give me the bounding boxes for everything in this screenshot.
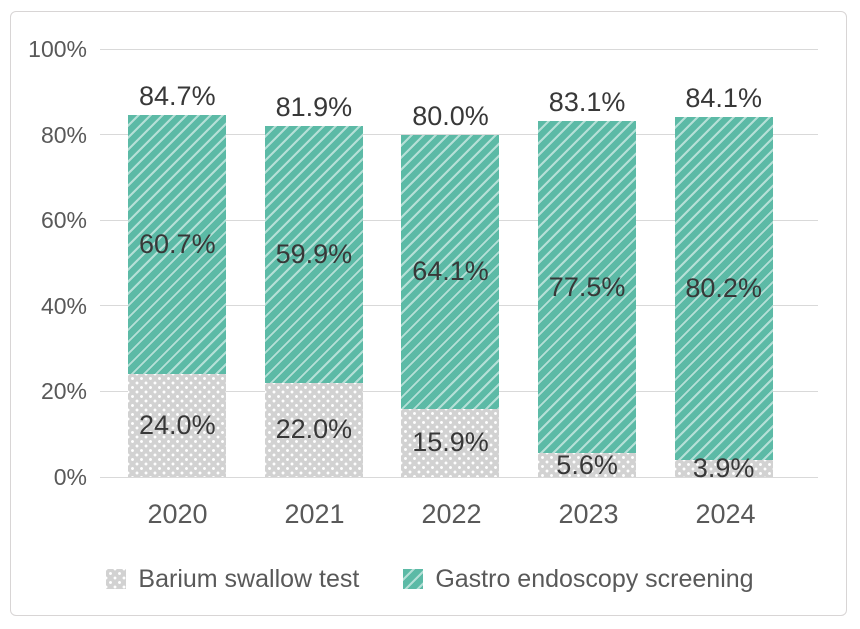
segment-label: 5.6% xyxy=(556,449,618,480)
legend-item-gastro-endoscopy-screening: Gastro endoscopy screening xyxy=(403,565,754,593)
segment-label: 64.1% xyxy=(412,256,489,287)
legend-label: Gastro endoscopy screening xyxy=(435,565,754,593)
bar-segment-gastro-endoscopy-screening: 77.5% xyxy=(538,121,637,454)
y-axis-tick-label: 100% xyxy=(28,36,87,62)
x-axis-label-2024: 2024 xyxy=(695,499,756,529)
total-label: 84.7% xyxy=(139,80,216,111)
x-axis-label-2022: 2022 xyxy=(421,499,482,529)
legend-swatch-gastro-endoscopy-screening xyxy=(403,569,424,589)
segment-label: 77.5% xyxy=(548,271,626,302)
total-label: 83.1% xyxy=(548,87,626,118)
bar-2023: 83.1% 77.5% 5.6% xyxy=(538,49,637,480)
bar-segment-gastro-endoscopy-screening: 60.7% xyxy=(128,114,227,375)
bar-segment-gastro-endoscopy-screening: 59.9% xyxy=(264,126,363,383)
x-axis-label-2021: 2021 xyxy=(284,499,345,529)
bar-2022: 80.0% 64.1% 15.9% xyxy=(401,49,500,477)
segment-label: 15.9% xyxy=(412,427,489,458)
x-axis: 2020 2021 2022 2023 2024 xyxy=(109,498,792,530)
bar-2020: 84.7% 60.7% 24.0% xyxy=(128,49,227,477)
total-label: 81.9% xyxy=(275,92,353,123)
segment-label: 24.0% xyxy=(139,410,216,441)
x-axis-label-2020: 2020 xyxy=(147,499,208,529)
y-axis-tick-label: 40% xyxy=(40,292,87,319)
total-label: 84.1% xyxy=(685,83,762,114)
bar-segment-barium-swallow-test: 5.6% xyxy=(538,449,637,480)
segment-label: 22.0% xyxy=(275,414,353,445)
bar-2024: 84.1% 80.2% 3.9% xyxy=(674,49,773,482)
legend: Barium swallow test Gastro endoscopy scre… xyxy=(0,565,860,593)
segment-label: 80.2% xyxy=(685,273,762,304)
segment-label: 3.9% xyxy=(692,453,755,484)
gridline xyxy=(100,134,818,136)
bar-segment-barium-swallow-test: 15.9% xyxy=(401,408,500,477)
x-axis-label-2023: 2023 xyxy=(558,499,619,529)
y-axis-tick-label: 80% xyxy=(40,121,87,148)
bar-segment-barium-swallow-test: 22.0% xyxy=(264,382,363,477)
segment-label: 59.9% xyxy=(275,239,353,270)
legend-label: Barium swallow test xyxy=(138,565,360,593)
legend-swatch-barium-swallow-test xyxy=(106,569,127,589)
total-label: 80.0% xyxy=(412,100,489,131)
bar-segment-barium-swallow-test: 3.9% xyxy=(674,455,773,482)
bar-segment-barium-swallow-test: 24.0% xyxy=(128,374,227,477)
bars-group: 84.7% 60.7% 24.0% 81.9% 59.9% 22.0% 80.0% 64.1%… xyxy=(109,49,792,482)
y-axis-tick-label: 0% xyxy=(53,464,87,490)
segment-label: 60.7% xyxy=(139,228,216,259)
legend-item-barium-swallow-test: Barium swallow test xyxy=(106,565,359,593)
bar-segment-gastro-endoscopy-screening: 64.1% xyxy=(401,134,500,409)
gridline xyxy=(100,476,818,478)
gridline xyxy=(100,48,818,50)
bar-segment-gastro-endoscopy-screening: 80.2% xyxy=(674,117,773,461)
y-axis-tick-label: 60% xyxy=(40,207,87,234)
y-axis-tick-label: 20% xyxy=(40,378,87,405)
bar-2021: 81.9% 59.9% 22.0% xyxy=(264,49,363,477)
